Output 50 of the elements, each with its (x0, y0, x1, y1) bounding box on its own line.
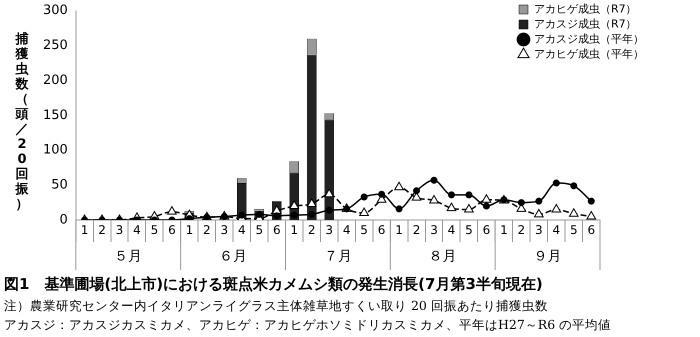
x-tick-label: 3 (220, 223, 228, 238)
y-tick-label: 150 (42, 108, 68, 123)
y-tick-label: 300 (42, 3, 68, 18)
x-tick-label: 2 (308, 223, 316, 238)
text: ５月 (114, 248, 142, 265)
legend-label: アカスジ成虫（平年） (534, 32, 644, 46)
legend-label: アカスジ成虫（R7） (534, 17, 637, 30)
y-tick-label: 0 (60, 212, 68, 228)
x-tick-label: 6 (272, 223, 281, 238)
x-tick-label: 5 (360, 223, 368, 238)
x-tick-label: 3 (535, 223, 543, 238)
text: 注）農業研究センター内イタリアンライグラス主体雑草地すくい取り 20 回振あたり捕獲虫数 (4, 298, 548, 315)
text: ７月 (324, 248, 352, 265)
text: ８月 (428, 248, 457, 265)
x-tick-label: 3 (325, 223, 333, 238)
x-tick-label: 1 (80, 223, 88, 238)
x-tick-label: 2 (203, 223, 211, 238)
x-tick-label: 1 (186, 223, 194, 238)
x-tick-label: 4 (238, 223, 246, 238)
x-tick-label: 5 (570, 223, 578, 238)
legend-label: アカヒゲ成虫（R7） (534, 2, 637, 16)
x-tick-label: 1 (395, 223, 403, 238)
x-tick-label: 6 (587, 223, 596, 238)
y-tick-label: 50 (51, 178, 68, 193)
x-tick-label: 6 (168, 223, 176, 238)
text: ９月 (534, 248, 562, 265)
text: ６月 (219, 248, 248, 265)
x-tick-label: 2 (98, 223, 106, 238)
y-tick-label: 250 (42, 38, 68, 54)
x-tick-label: 4 (552, 223, 560, 238)
legend-label: アカヒゲ成虫（平年） (534, 47, 644, 60)
x-tick-label: 4 (133, 223, 141, 238)
y-tick-label: 100 (42, 142, 68, 158)
x-tick-label: 5 (150, 223, 158, 238)
x-tick-label: 4 (342, 223, 350, 238)
x-tick-label: 6 (378, 223, 386, 238)
text: 図1 基準圃場(北上市)における斑点米カメムシ類の発生消長(7月第3半旬現在) (4, 275, 543, 294)
x-tick-label: 3 (116, 223, 124, 238)
x-tick-label: 6 (482, 223, 490, 238)
x-tick-label: 2 (518, 223, 526, 238)
x-tick-label: 1 (500, 223, 508, 238)
text: 捕獲虫数（頭／20回振） (16, 32, 28, 212)
y-tick-label: 200 (42, 72, 68, 88)
x-tick-label: 5 (255, 223, 264, 238)
x-tick-label: 2 (412, 223, 420, 238)
text: アカスジ：アカスジカスミカメ、アカヒゲ：アカヒゲホソミドリカスミカメ、平年はH27～R6 の平均値 (4, 317, 612, 334)
x-tick-label: 4 (448, 223, 456, 238)
x-tick-label: 3 (430, 223, 438, 238)
x-tick-label: 5 (465, 223, 473, 238)
x-tick-label: 1 (290, 223, 298, 238)
